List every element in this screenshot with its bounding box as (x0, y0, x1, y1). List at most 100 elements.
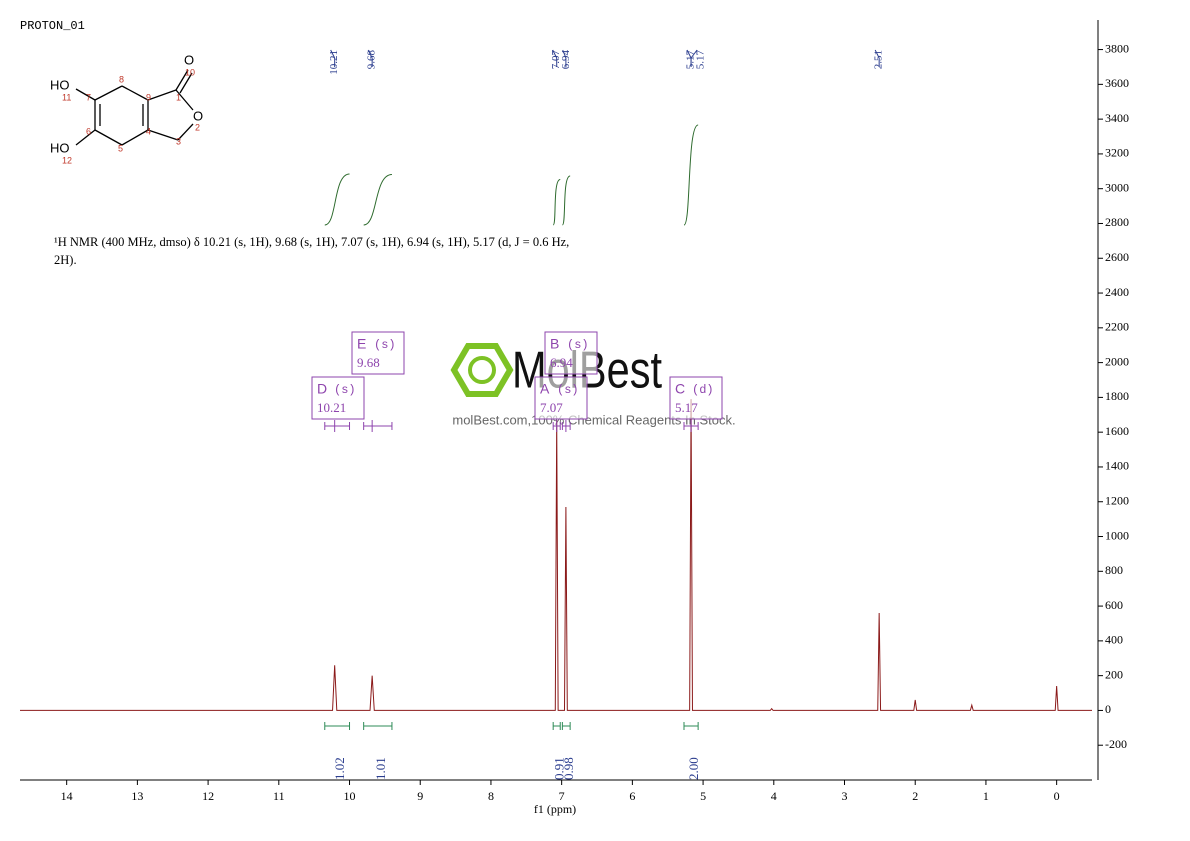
x-tick-label: 11 (273, 789, 285, 803)
integral-curve (561, 175, 571, 226)
multiplet-box (534, 376, 588, 420)
y-tick-label: 1400 (1105, 459, 1129, 473)
multiplet-shift: 5.17 (675, 400, 698, 415)
y-tick-label: 3400 (1105, 111, 1129, 125)
atom-number: 12 (62, 155, 72, 165)
multiplet-type: (s) (374, 338, 396, 352)
multiplet-label: B (550, 336, 559, 352)
x-tick-label: 12 (202, 789, 214, 803)
y-tick-label: 400 (1105, 633, 1123, 647)
multiplet-label: C (675, 381, 685, 397)
structure-labels: HO 11 7 8 9 1 O 10 O 2 3 4 5 6 HO 12 (50, 52, 203, 165)
peak-pick-connector (552, 49, 558, 59)
x-tick-label: 2 (912, 789, 918, 803)
atom-number: 10 (185, 67, 195, 77)
multiplet-shift: 9.68 (357, 355, 380, 370)
multiplet-type: (s) (567, 338, 589, 352)
multiplet-range (363, 422, 393, 430)
multiplet-label: D (317, 381, 327, 397)
multiplet-shift: 10.21 (317, 400, 346, 415)
y-tick-label: 1000 (1105, 528, 1129, 542)
atom-number: 7 (86, 92, 91, 102)
integral-bracket (683, 722, 699, 730)
x-tick-label: 4 (771, 789, 777, 803)
peak-pick-connector (367, 49, 373, 59)
y-tick-label: 3200 (1105, 146, 1129, 160)
peak-pick-label: 10.21 (328, 50, 340, 75)
multiplet-label: A (540, 381, 550, 397)
peak-pick-connector (562, 49, 567, 59)
x-tick-label: 14 (61, 789, 73, 803)
integral-bracket (324, 722, 351, 730)
structure-bonds (75, 69, 194, 146)
x-tick-label: 5 (700, 789, 706, 803)
x-tick-label: 9 (417, 789, 423, 803)
spectrum-line (20, 399, 1092, 711)
multiplet-shift: 7.07 (540, 400, 563, 415)
watermark-tagline: molBest.com,100% Chemical Reagents In St… (452, 412, 735, 427)
watermark-logo (468, 356, 496, 384)
atom-number: 9 (146, 92, 151, 102)
sample-name: PROTON_01 (20, 19, 85, 33)
x-tick-label: 13 (131, 789, 143, 803)
peak-pick-connector (330, 49, 336, 59)
x-tick-label: 1 (983, 789, 989, 803)
y-tick-label: 0 (1105, 702, 1111, 716)
x-tick-label: 7 (559, 789, 565, 803)
integral-label: 0.91 (552, 757, 567, 780)
atom-label: HO (50, 140, 70, 155)
integral-label: 1.01 (373, 757, 388, 780)
atom-number: 6 (86, 126, 91, 136)
x-tick-label: 0 (1054, 789, 1060, 803)
atom-label: O (184, 52, 194, 67)
peak-pick-label: 2.51 (873, 50, 885, 69)
multiplet-range (324, 422, 351, 430)
y-tick-label: 3800 (1105, 41, 1129, 55)
multiplet-box (351, 331, 405, 375)
multiplet-box (544, 331, 598, 375)
peak-pick-label: 9.68 (366, 50, 378, 70)
y-tick-label: 2400 (1105, 285, 1129, 299)
y-tick-label: 1600 (1105, 424, 1129, 438)
integral-curve (363, 174, 393, 226)
atom-label: HO (50, 77, 70, 92)
multiplet-box (669, 376, 723, 420)
y-tick-label: 2000 (1105, 354, 1129, 368)
x-tick-label: 10 (344, 789, 356, 803)
peak-pick-connector (690, 49, 698, 59)
y-tick-label: 2200 (1105, 320, 1129, 334)
peak-pick-connector (874, 49, 880, 59)
y-tick-label: 1200 (1105, 493, 1129, 507)
watermark-logo (450, 343, 514, 397)
atom-label: O (193, 108, 203, 123)
atom-number: 2 (195, 122, 200, 132)
multiplet-shift: 6.94 (550, 355, 573, 370)
atom-number: 1 (176, 92, 181, 102)
multiplet-box (311, 376, 365, 420)
atom-number: 4 (146, 126, 151, 136)
peak-pick-connector (686, 49, 692, 59)
atom-number: 8 (119, 74, 124, 84)
atom-number: 11 (62, 92, 71, 102)
multiplet-range (561, 422, 571, 430)
multiplet-range (683, 422, 699, 430)
y-tick-label: 200 (1105, 667, 1123, 681)
multiplet-type: (s) (557, 383, 579, 397)
multiplet-label: E (357, 336, 366, 352)
integral-label: 0.98 (561, 757, 576, 780)
x-tick-label: 6 (629, 789, 635, 803)
multiplet-type: (d) (692, 383, 714, 397)
multiplet-type: (s) (334, 383, 356, 397)
integral-bracket (552, 722, 561, 730)
y-tick-label: 3600 (1105, 76, 1129, 90)
y-tick-label: 800 (1105, 563, 1123, 577)
integral-bracket (561, 722, 571, 730)
peak-pick-label: 7.07 (550, 50, 562, 70)
atom-number: 3 (176, 136, 181, 146)
integral-curve (552, 179, 561, 226)
y-tick-label: 2600 (1105, 250, 1129, 264)
y-tick-label: 2800 (1105, 215, 1129, 229)
